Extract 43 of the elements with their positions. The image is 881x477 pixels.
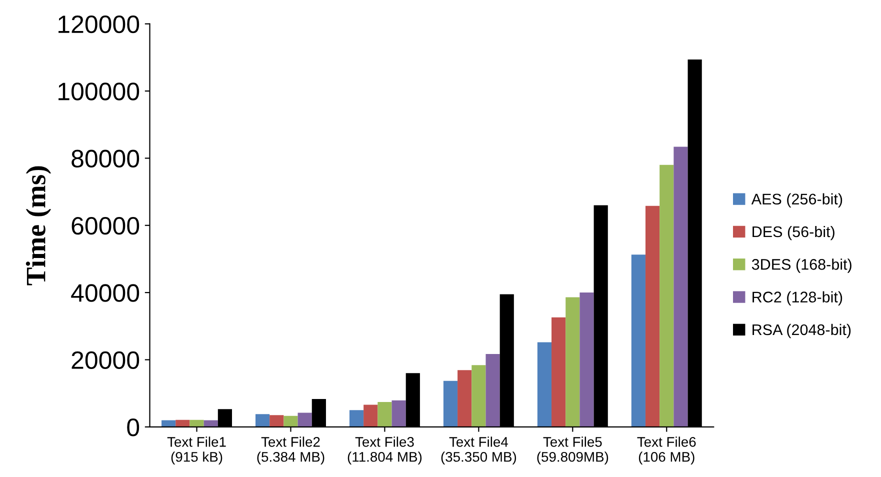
bar	[660, 164, 674, 427]
y-tick-label: 20000	[72, 351, 140, 370]
x-tick-label: Text File6 (106 MB)	[637, 436, 696, 465]
bar	[631, 254, 646, 427]
bar	[364, 404, 378, 427]
bar	[552, 317, 566, 427]
legend-label: AES (256-bit)	[751, 193, 842, 208]
bar	[645, 206, 660, 427]
bar	[270, 415, 284, 427]
bar	[443, 380, 458, 427]
bar	[176, 420, 190, 427]
y-tick-label: 100000	[58, 82, 140, 100]
x-tick-label: Text File2 (5.384 MB)	[257, 436, 324, 465]
bar	[204, 420, 218, 427]
bar	[349, 410, 364, 427]
x-tick-label: Text File5 (59.809MB)	[537, 436, 608, 465]
bar	[458, 370, 472, 427]
bar	[298, 412, 312, 427]
y-tick-label: 80000	[72, 150, 140, 168]
y-tick-label: 40000	[71, 284, 140, 302]
bar	[190, 420, 204, 427]
bar	[674, 146, 688, 427]
bar	[537, 342, 552, 427]
bar	[472, 365, 486, 427]
y-tick-label: 0	[127, 418, 140, 436]
x-tick-label: Text File4 (35.350 MB)	[441, 436, 516, 465]
y-tick-label: 120000	[58, 15, 140, 34]
bar	[255, 414, 270, 427]
bar	[284, 416, 298, 427]
y-axis-title: Time (ms)	[26, 166, 52, 286]
bar	[378, 402, 392, 427]
x-tick-label: Text File3 (11.804 MB)	[348, 436, 422, 465]
legend-label: DES (56-bit)	[752, 226, 834, 240]
x-tick-label: Text File1 (915 kB)	[167, 436, 226, 465]
bar	[486, 354, 500, 427]
y-tick-label: 60000	[72, 216, 140, 235]
bar	[566, 297, 580, 427]
legend-label: RC2 (128-bit)	[752, 291, 842, 306]
bar	[392, 400, 406, 427]
bar	[580, 292, 594, 427]
bar	[162, 420, 176, 427]
legend-label: 3DES (168-bit)	[752, 258, 852, 273]
legend-label: RSA (2048-bit)	[752, 324, 851, 338]
